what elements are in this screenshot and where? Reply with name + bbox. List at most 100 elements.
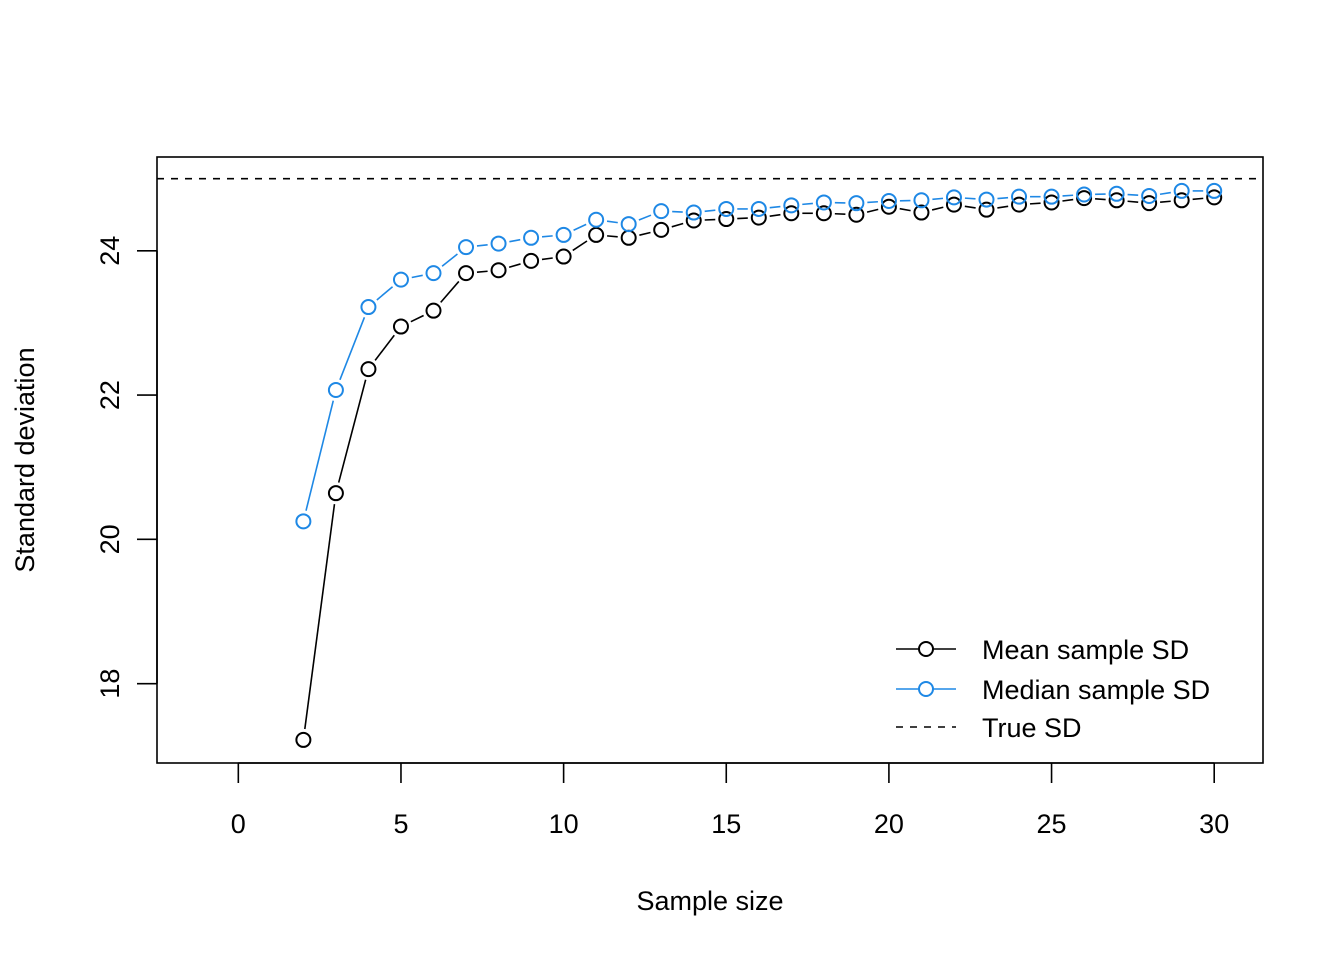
mean-sample-sd-point xyxy=(945,196,962,213)
median-sample-sd-point xyxy=(523,229,540,246)
mean-sample-sd-point xyxy=(295,731,312,748)
mean-sample-sd-segment xyxy=(508,263,521,268)
legend-item-true-sd: True SD xyxy=(896,713,1082,743)
mean-sample-sd-point xyxy=(458,265,475,282)
mean-sample-sd-segment xyxy=(572,240,588,252)
mean-sample-sd-segment xyxy=(931,206,944,211)
median-sample-sd-segment xyxy=(1159,191,1171,196)
mean-sample-sd-point xyxy=(750,209,767,226)
x-tick-label: 10 xyxy=(549,809,579,839)
y-axis-title: Standard deviation xyxy=(10,347,40,572)
median-sample-sd-point xyxy=(1108,185,1125,202)
median-sample-sd-point xyxy=(750,200,767,217)
median-sample-sd-point xyxy=(555,226,572,243)
mean-sample-sd-segment xyxy=(410,314,424,323)
mean-sample-sd-point xyxy=(815,205,832,222)
mean-sample-sd-segment xyxy=(374,334,395,361)
mean-sample-sd-point xyxy=(783,205,800,222)
median-sample-sd-segment xyxy=(573,223,587,231)
mean-sample-sd-segment xyxy=(541,257,553,261)
mean-sample-sd-segment xyxy=(866,208,879,213)
series-layer xyxy=(295,182,1223,748)
median-sample-sd-segment xyxy=(964,197,976,200)
median-sample-sd-point xyxy=(880,193,897,210)
mean-sample-sd-segment xyxy=(440,280,460,303)
x-tick-label: 0 xyxy=(231,809,246,839)
median-sample-sd-series xyxy=(295,182,1223,530)
legend-item-median-sample-sd: Median sample SD xyxy=(896,675,1210,705)
mean-sample-sd-segment xyxy=(1127,200,1139,203)
median-sample-sd-segment xyxy=(339,317,366,381)
median-sample-sd-segment xyxy=(638,214,652,221)
mean-sample-sd-segment xyxy=(1029,202,1041,205)
median-sample-sd-point xyxy=(945,189,962,206)
median-sample-sd-segment xyxy=(769,205,781,209)
x-tick-label: 5 xyxy=(393,809,408,839)
median-sample-sd-point xyxy=(1206,182,1223,199)
median-sample-sd-segment xyxy=(704,209,716,213)
median-sample-sd-segment xyxy=(441,253,458,267)
median-sample-sd-point xyxy=(327,382,344,399)
mean-sample-sd-point xyxy=(848,206,865,223)
mean-sample-sd-point xyxy=(425,302,442,319)
mean-sample-sd-segment xyxy=(1095,198,1106,201)
median-sample-sd-segment xyxy=(509,238,521,243)
median-sample-sd-point xyxy=(392,271,409,288)
median-sample-sd-segment xyxy=(932,197,944,201)
median-sample-sd-point xyxy=(620,216,637,233)
mean-sample-sd-segment xyxy=(964,205,976,209)
mean-sample-sd-segment xyxy=(1160,200,1171,203)
median-sample-sd-point xyxy=(1011,188,1028,205)
median-sample-sd-point xyxy=(490,235,507,252)
mean-sample-sd-point xyxy=(913,204,930,221)
mean-sample-sd-point xyxy=(1173,192,1190,209)
legend-swatch-marker xyxy=(918,641,934,657)
median-sample-sd-point xyxy=(685,204,702,221)
mean-sample-sd-segment xyxy=(769,213,781,217)
median-sample-sd-point xyxy=(653,203,670,220)
mean-sample-sd-segment xyxy=(899,207,911,212)
mean-sample-sd-point xyxy=(1141,195,1158,212)
mean-sample-sd-point xyxy=(392,318,409,335)
mean-sample-sd-segment xyxy=(607,235,618,238)
mean-sample-sd-point xyxy=(1108,192,1125,209)
median-sample-sd-point xyxy=(458,239,475,256)
mean-sample-sd-point xyxy=(490,262,507,279)
median-sample-sd-point xyxy=(1173,182,1190,199)
mean-sample-sd-point xyxy=(718,211,735,228)
y-tick-label: 18 xyxy=(95,669,125,699)
y-axis: 18 20 22 24 xyxy=(95,236,158,699)
legend-label: Median sample SD xyxy=(982,675,1210,705)
mean-sample-sd-point xyxy=(880,198,897,215)
mean-sample-sd-point xyxy=(653,221,670,238)
y-tick-label: 22 xyxy=(95,380,125,410)
mean-sample-sd-point xyxy=(1043,194,1060,211)
mean-sample-sd-point xyxy=(1206,189,1223,206)
median-sample-sd-point xyxy=(360,299,377,316)
median-sample-sd-point xyxy=(718,200,735,217)
mean-sample-sd-point xyxy=(978,201,995,218)
median-sample-sd-point xyxy=(588,211,605,228)
median-sample-sd-segment xyxy=(606,220,618,224)
mean-sample-sd-segment xyxy=(304,503,336,730)
mean-sample-sd-point xyxy=(588,226,605,243)
median-sample-sd-point xyxy=(815,194,832,211)
median-sample-sd-point xyxy=(1043,188,1060,205)
median-sample-sd-segment xyxy=(1127,193,1139,197)
median-sample-sd-segment xyxy=(1062,194,1074,197)
median-sample-sd-segment xyxy=(541,235,553,238)
median-sample-sd-segment xyxy=(802,202,813,206)
legend-label: True SD xyxy=(982,713,1082,743)
median-sample-sd-point xyxy=(848,195,865,212)
x-axis-title: Sample size xyxy=(636,886,783,916)
legend: Mean sample SD Median sample SD True SD xyxy=(896,635,1210,743)
x-tick-label: 25 xyxy=(1037,809,1067,839)
x-tick-label: 15 xyxy=(711,809,741,839)
median-sample-sd-point xyxy=(978,191,995,208)
legend-label: Mean sample SD xyxy=(982,635,1189,665)
median-sample-sd-segment xyxy=(997,196,1009,200)
median-sample-sd-point xyxy=(425,265,442,282)
y-tick-label: 24 xyxy=(95,236,125,266)
